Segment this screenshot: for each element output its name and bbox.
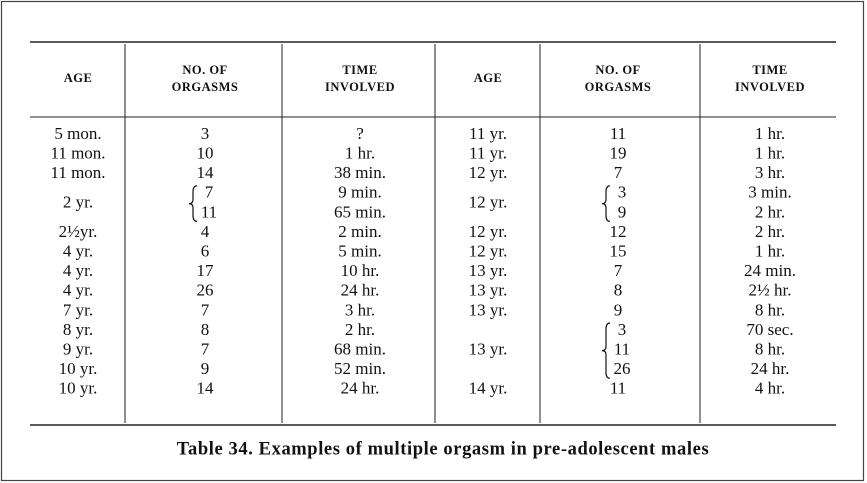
age: 13 yr. <box>469 340 508 359</box>
age: 12 yr. <box>469 222 508 241</box>
orgasm-count: 11 <box>201 202 217 221</box>
header-label: TIME <box>752 63 787 77</box>
time: 8 hr. <box>755 340 785 359</box>
time: 2 min. <box>338 222 381 241</box>
time: 1 hr. <box>345 144 375 163</box>
header-label: TIME <box>342 63 377 77</box>
time: 24 hr. <box>341 379 380 398</box>
time: 2 hr. <box>345 320 375 339</box>
time: 70 sec. <box>746 320 793 339</box>
orgasm-count: 26 <box>614 359 631 378</box>
orgasm-count: 7 <box>614 261 623 280</box>
header-label: NO. OF <box>595 63 640 77</box>
age: 11 mon. <box>50 163 105 182</box>
age: 10 yr. <box>59 379 98 398</box>
age: 12 yr. <box>469 193 508 212</box>
age: 11 yr. <box>469 144 507 163</box>
age: 4 yr. <box>63 261 93 280</box>
time: 1 hr. <box>755 242 785 261</box>
orgasm-count: 3 <box>618 183 627 202</box>
age: 2½yr. <box>59 222 98 241</box>
time: 2 hr. <box>755 202 785 221</box>
time: 4 hr. <box>755 379 785 398</box>
orgasm-count: 7 <box>201 300 210 319</box>
time: 24 min. <box>744 261 796 280</box>
time: 24 hr. <box>751 359 790 378</box>
time: 9 min. <box>338 183 381 202</box>
age: 14 yr. <box>469 379 508 398</box>
orgasm-count: 8 <box>614 281 623 300</box>
orgasm-count: 3 <box>618 320 627 339</box>
orgasm-count: 9 <box>201 359 210 378</box>
orgasm-count: 14 <box>197 379 215 398</box>
age: 12 yr. <box>469 242 508 261</box>
bracket <box>188 185 198 222</box>
orgasm-count: 11 <box>610 379 626 398</box>
time: 3 hr. <box>345 300 375 319</box>
bracket <box>601 322 611 379</box>
time: 1 hr. <box>755 144 785 163</box>
orgasm-count: 14 <box>197 163 215 182</box>
time: 65 min. <box>334 202 386 221</box>
orgasm-count: 7 <box>201 340 210 359</box>
header-label: AGE <box>474 71 503 85</box>
header-label: INVOLVED <box>325 80 395 94</box>
age: 5 mon. <box>54 124 101 143</box>
caption: Table 34. Examples of multiple orgasm in… <box>177 439 710 459</box>
orgasm-count: 7 <box>205 183 214 202</box>
orgasm-count: 11 <box>610 124 626 143</box>
time: 24 hr. <box>341 281 380 300</box>
orgasm-count: 10 <box>197 144 214 163</box>
time: 10 hr. <box>341 261 380 280</box>
age: 4 yr. <box>63 281 93 300</box>
time: 5 min. <box>338 242 381 261</box>
age: 8 yr. <box>63 320 93 339</box>
bracket <box>601 185 611 222</box>
age: 2 yr. <box>63 193 93 212</box>
orgasm-count: 19 <box>610 144 627 163</box>
time: 68 min. <box>334 340 386 359</box>
age: 10 yr. <box>59 359 98 378</box>
orgasm-count: 9 <box>614 300 623 319</box>
header-label: ORGASMS <box>172 80 239 94</box>
orgasm-count: 7 <box>614 163 623 182</box>
orgasm-count: 3 <box>201 124 210 143</box>
orgasm-count: 12 <box>610 222 627 241</box>
header-label: ORGASMS <box>585 80 652 94</box>
age: 13 yr. <box>469 300 508 319</box>
age: 13 yr. <box>469 281 508 300</box>
orgasm-count: 8 <box>201 320 210 339</box>
header-label: AGE <box>64 71 93 85</box>
orgasm-count: 15 <box>610 242 627 261</box>
age: 13 yr. <box>469 261 508 280</box>
time: 8 hr. <box>755 300 785 319</box>
time: 3 min. <box>748 183 791 202</box>
time: 2 hr. <box>755 222 785 241</box>
age: 11 mon. <box>50 144 105 163</box>
age: 7 yr. <box>63 300 93 319</box>
time: 3 hr. <box>755 163 785 182</box>
age: 9 yr. <box>63 340 93 359</box>
column-dividers <box>124 44 701 423</box>
header-label: INVOLVED <box>735 80 805 94</box>
orgasm-count: 17 <box>197 261 215 280</box>
time: 52 min. <box>334 359 386 378</box>
orgasm-count: 26 <box>197 281 214 300</box>
age: 4 yr. <box>63 242 93 261</box>
orgasm-count: 9 <box>618 202 627 221</box>
header-label: NO. OF <box>182 63 227 77</box>
time: 2½ hr. <box>749 281 792 300</box>
time: 38 min. <box>334 163 386 182</box>
orgasm-count: 6 <box>201 242 210 261</box>
age: 12 yr. <box>469 163 508 182</box>
orgasm-count: 4 <box>201 222 210 241</box>
age: 11 yr. <box>469 124 507 143</box>
time: 1 hr. <box>755 124 785 143</box>
orgasm-count: 11 <box>614 340 630 359</box>
time: ? <box>356 124 364 143</box>
